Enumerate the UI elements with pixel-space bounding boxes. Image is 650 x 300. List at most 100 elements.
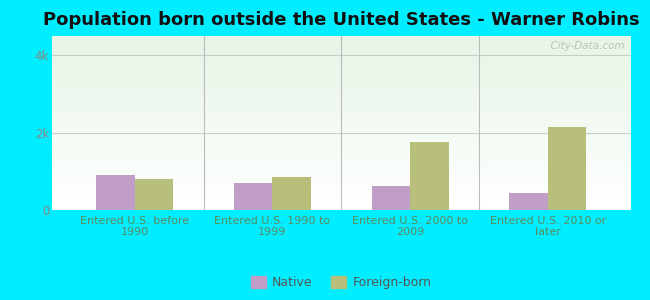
Bar — [52, 209, 630, 210]
Bar — [52, 169, 630, 170]
Bar — [52, 42, 630, 43]
Bar — [52, 159, 630, 160]
Bar — [52, 62, 630, 63]
Bar — [52, 186, 630, 187]
Bar — [52, 71, 630, 72]
Bar — [52, 148, 630, 149]
Bar — [52, 110, 630, 111]
Bar — [52, 142, 630, 143]
Bar — [52, 202, 630, 203]
Bar — [52, 116, 630, 117]
Title: Population born outside the United States - Warner Robins: Population born outside the United State… — [43, 11, 640, 29]
Bar — [52, 68, 630, 69]
Bar — [52, 102, 630, 103]
Bar — [52, 106, 630, 107]
Bar — [52, 120, 630, 121]
Bar — [52, 138, 630, 139]
Bar — [372, 186, 410, 210]
Bar — [52, 152, 630, 153]
Bar — [52, 41, 630, 42]
Bar — [52, 185, 630, 186]
Bar — [52, 40, 630, 41]
Bar — [52, 136, 630, 137]
Bar — [52, 206, 630, 207]
Bar — [52, 85, 630, 86]
Bar — [52, 94, 630, 95]
Bar — [52, 65, 630, 66]
Bar — [135, 179, 173, 210]
Bar — [548, 127, 586, 210]
Bar — [52, 75, 630, 76]
Bar — [52, 203, 630, 204]
Bar — [52, 144, 630, 145]
Bar — [52, 122, 630, 123]
Bar — [52, 153, 630, 154]
Bar — [52, 55, 630, 56]
Bar — [52, 130, 630, 131]
Bar — [52, 58, 630, 59]
Bar — [52, 100, 630, 101]
Bar — [52, 149, 630, 150]
Bar — [52, 188, 630, 189]
Bar — [52, 81, 630, 82]
Bar — [52, 50, 630, 51]
Bar — [52, 76, 630, 77]
Bar — [52, 126, 630, 127]
Bar — [52, 190, 630, 191]
Bar — [52, 205, 630, 206]
Bar — [52, 147, 630, 148]
Bar — [52, 112, 630, 113]
Bar — [52, 165, 630, 166]
Bar — [52, 189, 630, 190]
Bar — [52, 127, 630, 128]
Bar — [52, 108, 630, 109]
Bar — [52, 201, 630, 202]
Bar — [52, 36, 630, 37]
Bar — [52, 100, 630, 101]
Bar — [52, 54, 630, 55]
Bar — [52, 177, 630, 178]
Bar — [96, 175, 135, 210]
Text: City-Data.com: City-Data.com — [544, 41, 625, 51]
Bar — [52, 97, 630, 98]
Bar — [52, 172, 630, 173]
Bar — [52, 171, 630, 172]
Bar — [52, 157, 630, 158]
Bar — [52, 128, 630, 129]
Bar — [410, 142, 448, 210]
Bar — [52, 143, 630, 144]
Bar — [52, 111, 630, 112]
Bar — [52, 184, 630, 185]
Bar — [52, 96, 630, 97]
Bar — [52, 80, 630, 81]
Bar — [52, 77, 630, 78]
Bar — [52, 72, 630, 73]
Bar — [52, 137, 630, 138]
Bar — [52, 173, 630, 174]
Bar — [52, 114, 630, 115]
Bar — [52, 174, 630, 175]
Bar — [52, 160, 630, 161]
Bar — [52, 56, 630, 57]
Bar — [52, 117, 630, 118]
Bar — [52, 64, 630, 65]
Bar — [52, 204, 630, 205]
Bar — [52, 161, 630, 162]
Bar — [52, 63, 630, 64]
Bar — [52, 140, 630, 141]
Bar — [52, 139, 630, 140]
Bar — [52, 51, 630, 52]
Bar — [52, 181, 630, 182]
Bar — [52, 115, 630, 116]
Bar — [52, 191, 630, 192]
Bar — [52, 109, 630, 110]
Bar — [52, 123, 630, 124]
Bar — [52, 118, 630, 119]
Bar — [52, 200, 630, 201]
Bar — [52, 163, 630, 164]
Bar — [52, 39, 630, 40]
Bar — [52, 179, 630, 180]
Bar — [52, 99, 630, 100]
Bar — [52, 53, 630, 54]
Bar — [52, 49, 630, 50]
